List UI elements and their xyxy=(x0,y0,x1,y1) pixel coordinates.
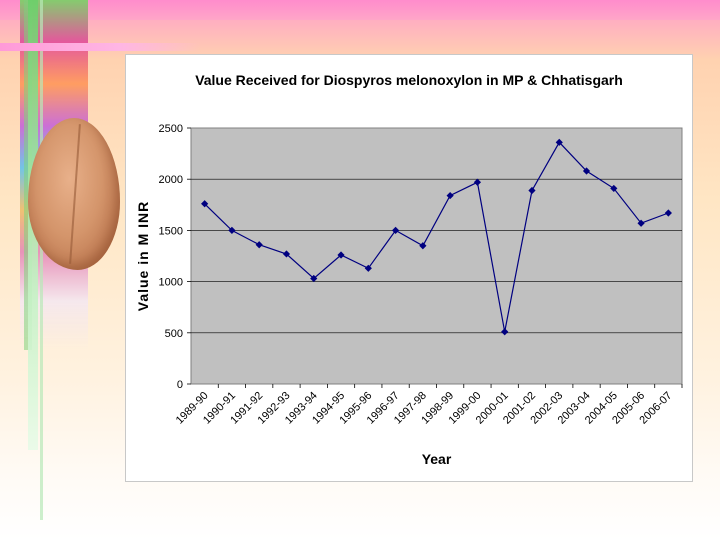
leaf-image xyxy=(28,118,120,270)
data-point xyxy=(501,328,509,336)
data-point xyxy=(555,138,563,146)
y-tick-label: 2000 xyxy=(159,174,183,186)
data-point xyxy=(637,219,645,227)
data-point xyxy=(228,226,236,234)
chart-panel: Value Received for Diospyros melonoxylon… xyxy=(125,54,693,482)
data-point xyxy=(201,200,209,208)
data-point xyxy=(337,251,345,259)
y-axis-label: Value in M INR xyxy=(135,201,151,311)
data-point xyxy=(446,191,454,200)
plot-area xyxy=(190,127,683,385)
data-point xyxy=(664,209,672,217)
line-chart: Value Received for Diospyros melonoxylon… xyxy=(135,72,683,467)
data-point xyxy=(255,241,263,249)
data-point xyxy=(610,184,618,193)
y-tick-label: 1000 xyxy=(159,277,183,289)
decorative-vertical-line xyxy=(40,0,43,520)
data-point xyxy=(473,178,482,186)
slide-top-band xyxy=(0,0,720,20)
gridlines xyxy=(191,178,682,334)
x-axis-ticks: 1989-901990-911991-921992-931993-941994-… xyxy=(174,384,683,427)
data-point xyxy=(528,186,536,195)
chart-title: Value Received for Diospyros melonoxylon… xyxy=(195,72,623,88)
decorative-horizontal-stripe xyxy=(0,43,200,51)
x-axis-label: Year xyxy=(422,451,452,467)
data-point xyxy=(391,226,400,234)
y-tick-label: 2500 xyxy=(159,123,183,135)
y-tick-label: 0 xyxy=(177,379,183,391)
data-point xyxy=(310,274,318,283)
y-axis-ticks: 0 500 1000 1500 2000 2500 xyxy=(159,123,191,391)
data-point xyxy=(282,250,291,258)
data-point xyxy=(419,242,427,250)
series-line xyxy=(204,141,669,332)
y-tick-label: 500 xyxy=(165,328,183,340)
data-point xyxy=(582,167,591,175)
y-tick-label: 1500 xyxy=(159,225,183,237)
data-points xyxy=(201,138,672,336)
